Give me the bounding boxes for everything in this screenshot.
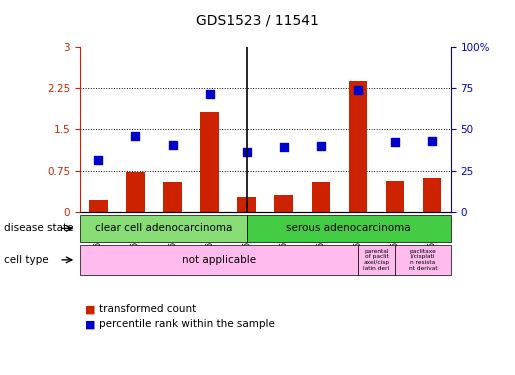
Text: ■: ■ bbox=[85, 304, 95, 314]
Bar bbox=[247, 215, 451, 242]
Bar bbox=[80, 215, 247, 242]
Point bbox=[94, 157, 102, 163]
Point bbox=[205, 91, 214, 97]
Bar bbox=[386, 180, 404, 212]
Bar bbox=[349, 81, 367, 212]
Text: clear cell adenocarcinoma: clear cell adenocarcinoma bbox=[95, 224, 232, 233]
Bar bbox=[358, 245, 395, 274]
Bar bbox=[163, 182, 182, 212]
Bar bbox=[237, 197, 256, 212]
Point bbox=[354, 87, 362, 93]
Text: serous adenocarcinoma: serous adenocarcinoma bbox=[286, 224, 411, 233]
Text: transformed count: transformed count bbox=[99, 304, 197, 314]
Text: cell type: cell type bbox=[4, 255, 49, 265]
Bar bbox=[200, 112, 219, 212]
Text: parental
of paclit
axel/cisp
latin deri: parental of paclit axel/cisp latin deri bbox=[364, 249, 389, 271]
Bar bbox=[312, 182, 330, 212]
Text: percentile rank within the sample: percentile rank within the sample bbox=[99, 320, 276, 329]
Point bbox=[168, 142, 177, 148]
Text: not applicable: not applicable bbox=[182, 255, 256, 265]
Text: GDS1523 / 11541: GDS1523 / 11541 bbox=[196, 13, 319, 27]
Bar bbox=[423, 178, 441, 212]
Bar bbox=[89, 200, 108, 212]
Bar bbox=[274, 195, 293, 212]
Point bbox=[428, 138, 436, 144]
Point bbox=[391, 139, 399, 145]
Bar bbox=[80, 245, 358, 274]
Text: disease state: disease state bbox=[4, 224, 74, 233]
Point bbox=[243, 150, 251, 156]
Text: paclitaxe
l/cisplati
n resista
nt derivat: paclitaxe l/cisplati n resista nt deriva… bbox=[408, 249, 437, 271]
Point bbox=[131, 133, 140, 139]
Text: ■: ■ bbox=[85, 320, 95, 329]
Point bbox=[280, 144, 288, 150]
Bar bbox=[126, 172, 145, 212]
Point bbox=[317, 143, 325, 149]
Bar bbox=[395, 245, 451, 274]
